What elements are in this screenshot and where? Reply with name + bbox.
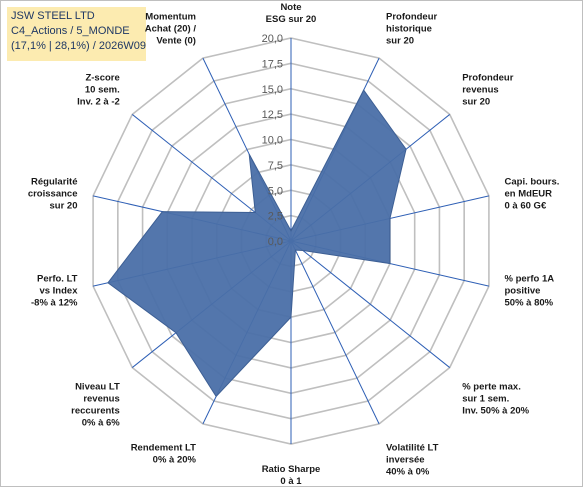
tick-label: 17,5 bbox=[262, 58, 283, 70]
axis-label: Z-score 10 sem. Inv. 2 à -2 bbox=[77, 72, 120, 107]
radar-series bbox=[107, 89, 407, 398]
tick-label: 5,0 bbox=[268, 185, 283, 197]
axis-label: Ratio Sharpe 0 à 1 bbox=[262, 464, 321, 487]
axis-label: Note ESG sur 20 bbox=[266, 2, 317, 25]
axis-label: % perfo 1A positive 50% à 80% bbox=[505, 274, 555, 309]
tick-label: 12,5 bbox=[262, 109, 283, 121]
axis-spoke bbox=[290, 240, 451, 368]
axis-spoke bbox=[290, 240, 380, 425]
axis-label: Profondeur revenus sur 20 bbox=[462, 72, 513, 107]
title-category: C4_Actions / 5_MONDE bbox=[11, 25, 130, 37]
title-company: JSW STEEL LTD bbox=[11, 10, 95, 22]
axis-label: % perte max. sur 1 sem. Inv. 50% à 20% bbox=[462, 382, 529, 417]
radar-tick-labels: 0,0 2,5 5,0 7,5 10,0 12,5 15,0 17,5 20,0 bbox=[262, 33, 283, 248]
axis-label: Régularité croissance sur 20 bbox=[28, 176, 78, 211]
tick-label: 20,0 bbox=[262, 33, 283, 45]
axis-label: Profondeur historique sur 20 bbox=[386, 12, 437, 47]
tick-label: 2,5 bbox=[268, 211, 283, 223]
series-area bbox=[107, 89, 407, 398]
tick-label: 10,0 bbox=[262, 135, 283, 147]
tick-label: 0,0 bbox=[268, 236, 283, 248]
axis-label: Capi. bours. en MdEUR 0 à 60 G€ bbox=[505, 176, 560, 211]
tick-label: 15,0 bbox=[262, 84, 283, 96]
axis-label: Niveau LT revenus reccurents 0% à 6% bbox=[71, 382, 120, 429]
axis-label: Momentum Achat (20) / Vente (0) bbox=[145, 12, 197, 47]
axis-label: Volatilité LT inversée 40% à 0% bbox=[386, 442, 439, 477]
title-box: JSW STEEL LTD C4_Actions / 5_MONDE (17,1… bbox=[7, 7, 146, 61]
tick-label: 7,5 bbox=[268, 160, 283, 172]
axis-label: Perfo. LT vs Index -8% à 12% bbox=[31, 274, 78, 309]
radar-axis-labels: Note ESG sur 20 Profondeur historique sur 20… bbox=[28, 2, 560, 487]
axis-label: Rendement LT 0% à 20% bbox=[131, 442, 197, 465]
title-stats: (17,1% | 28,1%) / 2026W09 bbox=[11, 40, 146, 52]
